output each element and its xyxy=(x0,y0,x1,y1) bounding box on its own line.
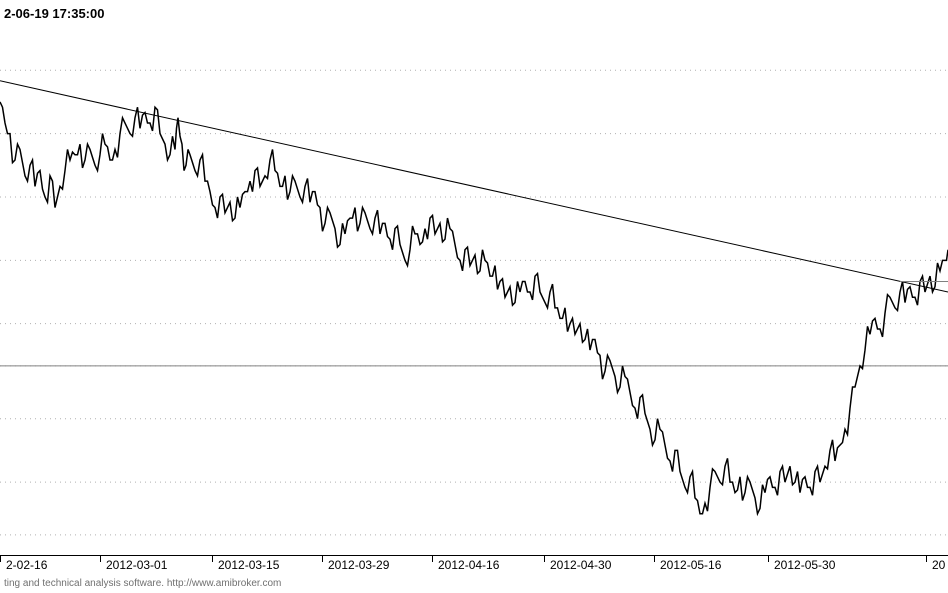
x-axis-label: 2012-03-15 xyxy=(218,558,279,572)
x-axis-label: 2012-03-01 xyxy=(106,558,167,572)
x-axis-label: 2012-05-16 xyxy=(660,558,721,572)
price-line xyxy=(0,102,948,514)
trendline xyxy=(0,81,948,292)
plot-area xyxy=(0,28,948,556)
chart-title: 2-06-19 17:35:00 xyxy=(4,6,104,21)
x-axis-label: 2012-04-30 xyxy=(550,558,611,572)
x-tick xyxy=(322,556,323,562)
x-tick xyxy=(212,556,213,562)
x-tick xyxy=(0,556,1,562)
x-tick xyxy=(100,556,101,562)
chart-svg xyxy=(0,28,948,556)
x-axis-label: 2012-04-16 xyxy=(438,558,499,572)
x-axis-label: 20 xyxy=(932,558,945,572)
x-tick xyxy=(926,556,927,562)
chart-footer: ting and technical analysis software. ht… xyxy=(4,578,281,589)
x-axis: 2-02-16 2012-03-01 2012-03-15 2012-03-29 201… xyxy=(0,555,948,571)
x-tick xyxy=(432,556,433,562)
x-axis-label: 2012-03-29 xyxy=(328,558,389,572)
x-tick xyxy=(544,556,545,562)
x-axis-label: 2012-05-30 xyxy=(774,558,835,572)
x-tick xyxy=(654,556,655,562)
x-axis-label: 2-02-16 xyxy=(6,558,47,572)
chart-container: 2-06-19 17:35:00 2-02-16 2012-03-01 2012-0… xyxy=(0,0,948,593)
x-tick xyxy=(768,556,769,562)
